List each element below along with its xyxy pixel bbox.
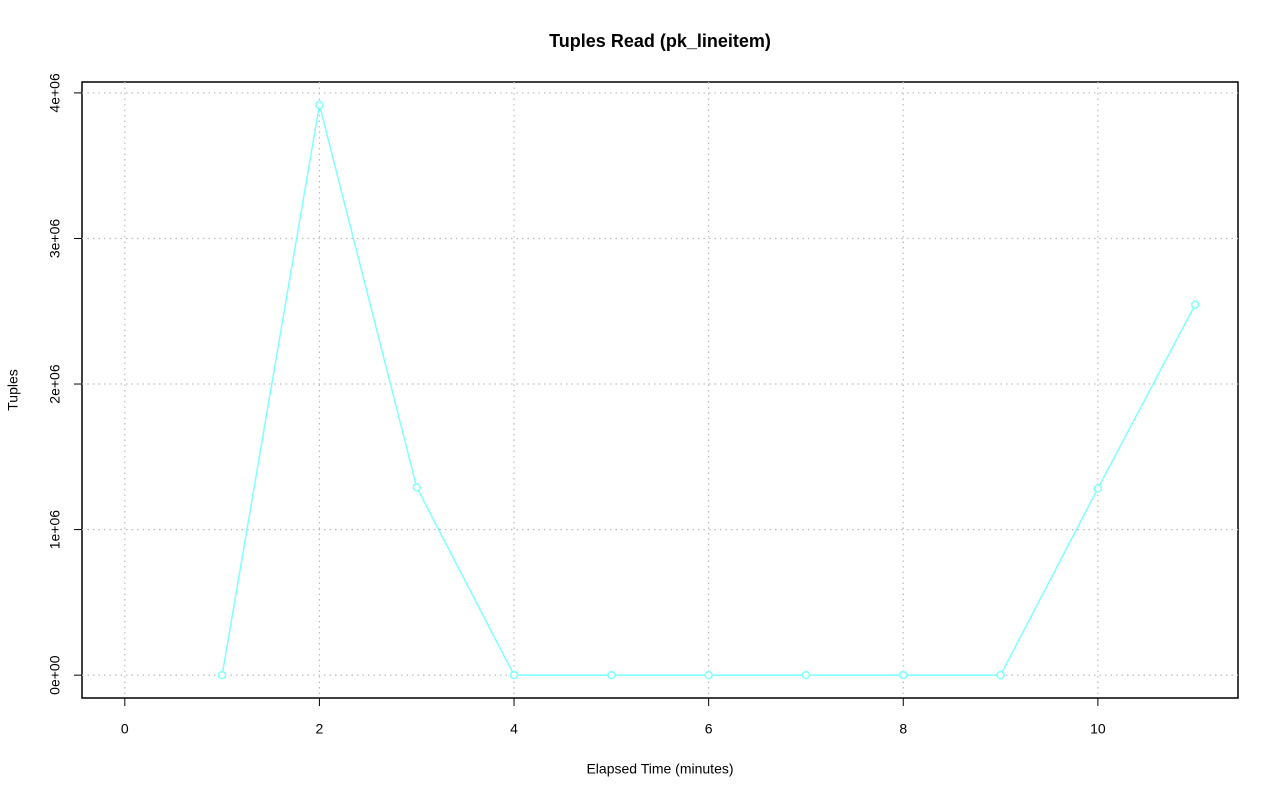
y-axis-label: Tuples	[5, 369, 21, 411]
x-tick-label: 2	[316, 721, 324, 737]
y-tick-label: 2e+06	[47, 364, 63, 404]
x-tick-label: 0	[121, 721, 129, 737]
y-tick-label: 4e+06	[47, 73, 63, 113]
data-point	[1093, 484, 1103, 493]
data-point	[509, 670, 519, 680]
chart-title: Tuples Read (pk_lineitem)	[549, 31, 771, 51]
x-tick-label: 4	[510, 721, 518, 737]
plot-frame	[81, 81, 1239, 699]
data-point	[899, 670, 908, 680]
data-point	[217, 670, 227, 680]
data-point	[607, 670, 616, 680]
y-tick-label: 1e+06	[47, 510, 63, 550]
data-point	[1190, 300, 1200, 309]
data-point	[315, 100, 324, 110]
x-axis-label: Elapsed Time (minutes)	[586, 761, 733, 777]
data-point	[801, 670, 811, 680]
data-point	[996, 670, 1005, 680]
y-tick-label: 0e+00	[47, 655, 63, 695]
x-tick-label: 10	[1090, 721, 1106, 737]
data-point	[704, 670, 713, 680]
x-tick-label: 6	[705, 721, 713, 737]
x-tick-label: 8	[899, 721, 907, 737]
y-tick-label: 3e+06	[47, 219, 63, 259]
data-point	[412, 483, 421, 492]
